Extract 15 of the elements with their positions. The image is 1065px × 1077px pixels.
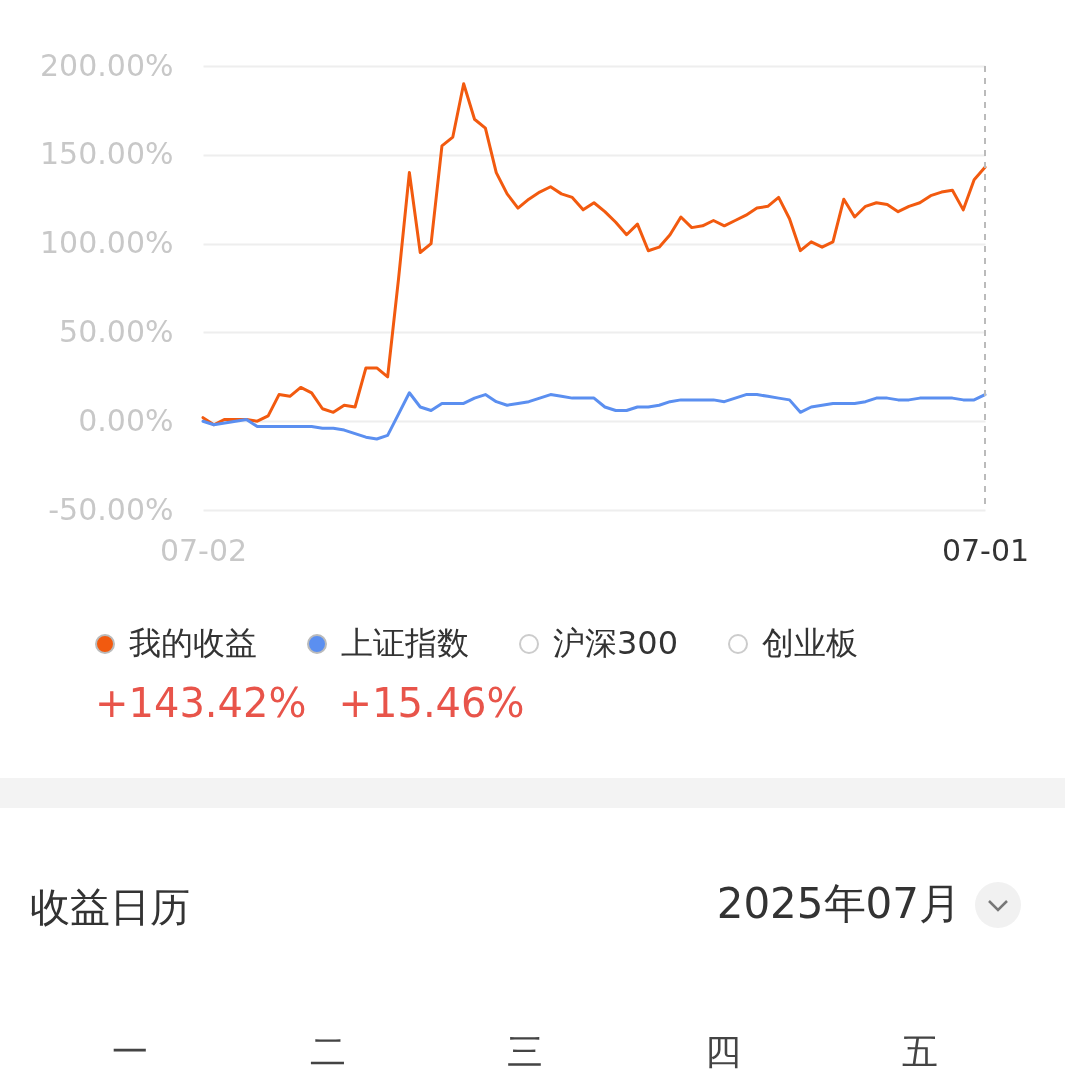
legend-label: 沪深300 [553, 623, 679, 664]
text: 四 [704, 1030, 741, 1074]
legend-label: 我的收益 [129, 623, 257, 664]
line-series [201, 391, 987, 441]
text: +143.42% [95, 680, 307, 726]
legend-label: 创业板 [762, 623, 859, 664]
text: +15.46% [338, 680, 525, 726]
text: 一 [112, 1030, 148, 1074]
text: 收益日历 [30, 883, 190, 932]
text: 二 [309, 1030, 346, 1074]
text: 五 [902, 1030, 938, 1074]
x-tick-label: 07-01 [941, 532, 1030, 568]
text: 三 [507, 1030, 543, 1074]
text: 2025年07月 [716, 878, 961, 930]
legend-label: 上证指数 [341, 623, 469, 664]
